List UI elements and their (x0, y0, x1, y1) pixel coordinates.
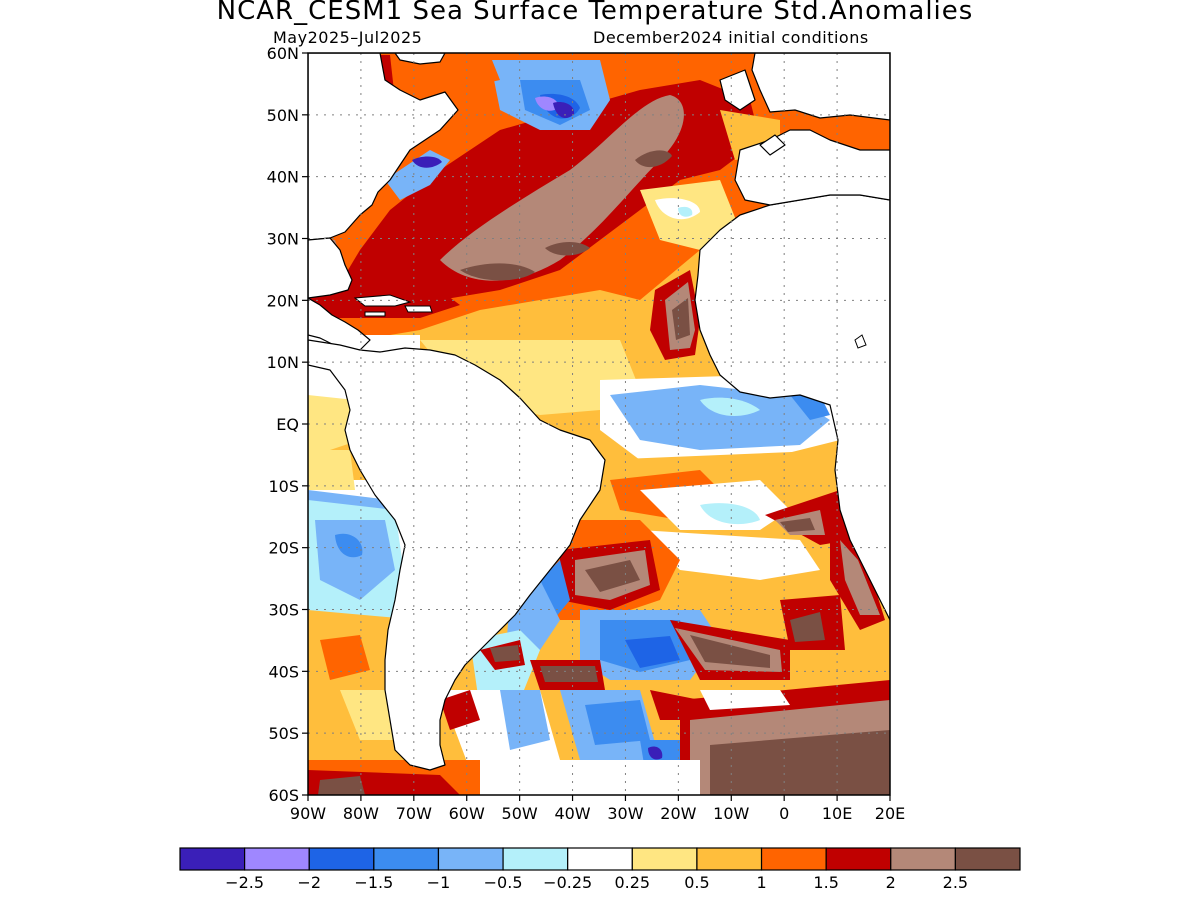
colorbar-swatch (373, 847, 440, 871)
lon-tick-label: 20W (660, 804, 696, 823)
lat-tick-label: 20S (268, 539, 299, 558)
colorbar-swatch (567, 847, 633, 871)
lat-tick-label: 40N (267, 168, 299, 187)
initial-conditions: December2024 initial conditions (593, 28, 869, 47)
colorbar-swatch (308, 847, 375, 871)
graticule (308, 53, 890, 795)
colorbar-swatch (890, 847, 956, 871)
colorbar: −2.5 −2 −1.5 −1 −0.5 −0.25 0.25 0.5 1 1.5 2 2.5 (179, 847, 1021, 892)
lon-tick-label: 10E (822, 804, 852, 823)
lat-tick-label: 60N (267, 44, 299, 63)
coastlines (308, 53, 890, 771)
lat-tick-label: 50S (268, 724, 299, 743)
colorbar-label: 2.5 (943, 873, 968, 892)
colorbar-swatch (502, 847, 569, 871)
lon-tick-label: 30W (607, 804, 643, 823)
colorbar-label: 2 (886, 873, 896, 892)
lon-tick-label: 0 (779, 804, 789, 823)
lat-tick-label: 30S (268, 601, 299, 620)
colorbar-label: −0.5 (484, 873, 523, 892)
lon-tick-label: 10W (713, 804, 749, 823)
lat-tick-label: EQ (276, 415, 299, 434)
colorbar-label: −1 (427, 873, 451, 892)
colorbar-swatch (244, 847, 310, 871)
colorbar-label: 1.5 (813, 873, 838, 892)
lon-tick-label: 50W (502, 804, 538, 823)
lat-tick-label: 10N (267, 353, 299, 372)
latitude-axis: 60N 50N 40N 30N 20N 10N EQ 10S 20S 30S 40S 50S 60S (267, 44, 308, 805)
colorbar-swatch (179, 847, 246, 871)
longitude-axis: 90W 80W 70W 60W 50W 40W 30W 20W 10W 0 10E 20E (290, 795, 905, 823)
lon-tick-label: 40W (554, 804, 590, 823)
colorbar-swatch (760, 847, 827, 871)
lat-tick-label: 40S (268, 662, 299, 681)
lon-tick-label: 20E (875, 804, 905, 823)
colorbar-label: 0.25 (614, 873, 650, 892)
lon-tick-label: 60W (449, 804, 485, 823)
lat-tick-label: 50N (267, 106, 299, 125)
colorbar-swatch (437, 847, 504, 871)
colorbar-swatch (696, 847, 763, 871)
colorbar-label: 1 (756, 873, 766, 892)
colorbar-label: −1.5 (354, 873, 393, 892)
colorbar-label: −2.5 (225, 873, 264, 892)
colorbar-label: −0.25 (543, 873, 592, 892)
caribbean-islands (353, 294, 867, 349)
lat-tick-label: 10S (268, 477, 299, 496)
lat-tick-label: 30N (267, 230, 299, 249)
map-title: NCAR_CESM1 Sea Surface Temperature Std.A… (216, 0, 974, 26)
colorbar-swatch (825, 847, 892, 871)
colorbar-label: −2 (297, 873, 321, 892)
colorbar-label: 0.5 (684, 873, 709, 892)
lon-tick-label: 90W (290, 804, 326, 823)
lon-tick-label: 80W (343, 804, 379, 823)
lat-tick-label: 60S (268, 786, 299, 805)
lat-tick-label: 20N (267, 291, 299, 310)
forecast-period: May2025–Jul2025 (273, 28, 423, 47)
colorbar-swatch (954, 847, 1021, 871)
colorbar-swatch (631, 847, 698, 871)
lon-tick-label: 70W (396, 804, 432, 823)
